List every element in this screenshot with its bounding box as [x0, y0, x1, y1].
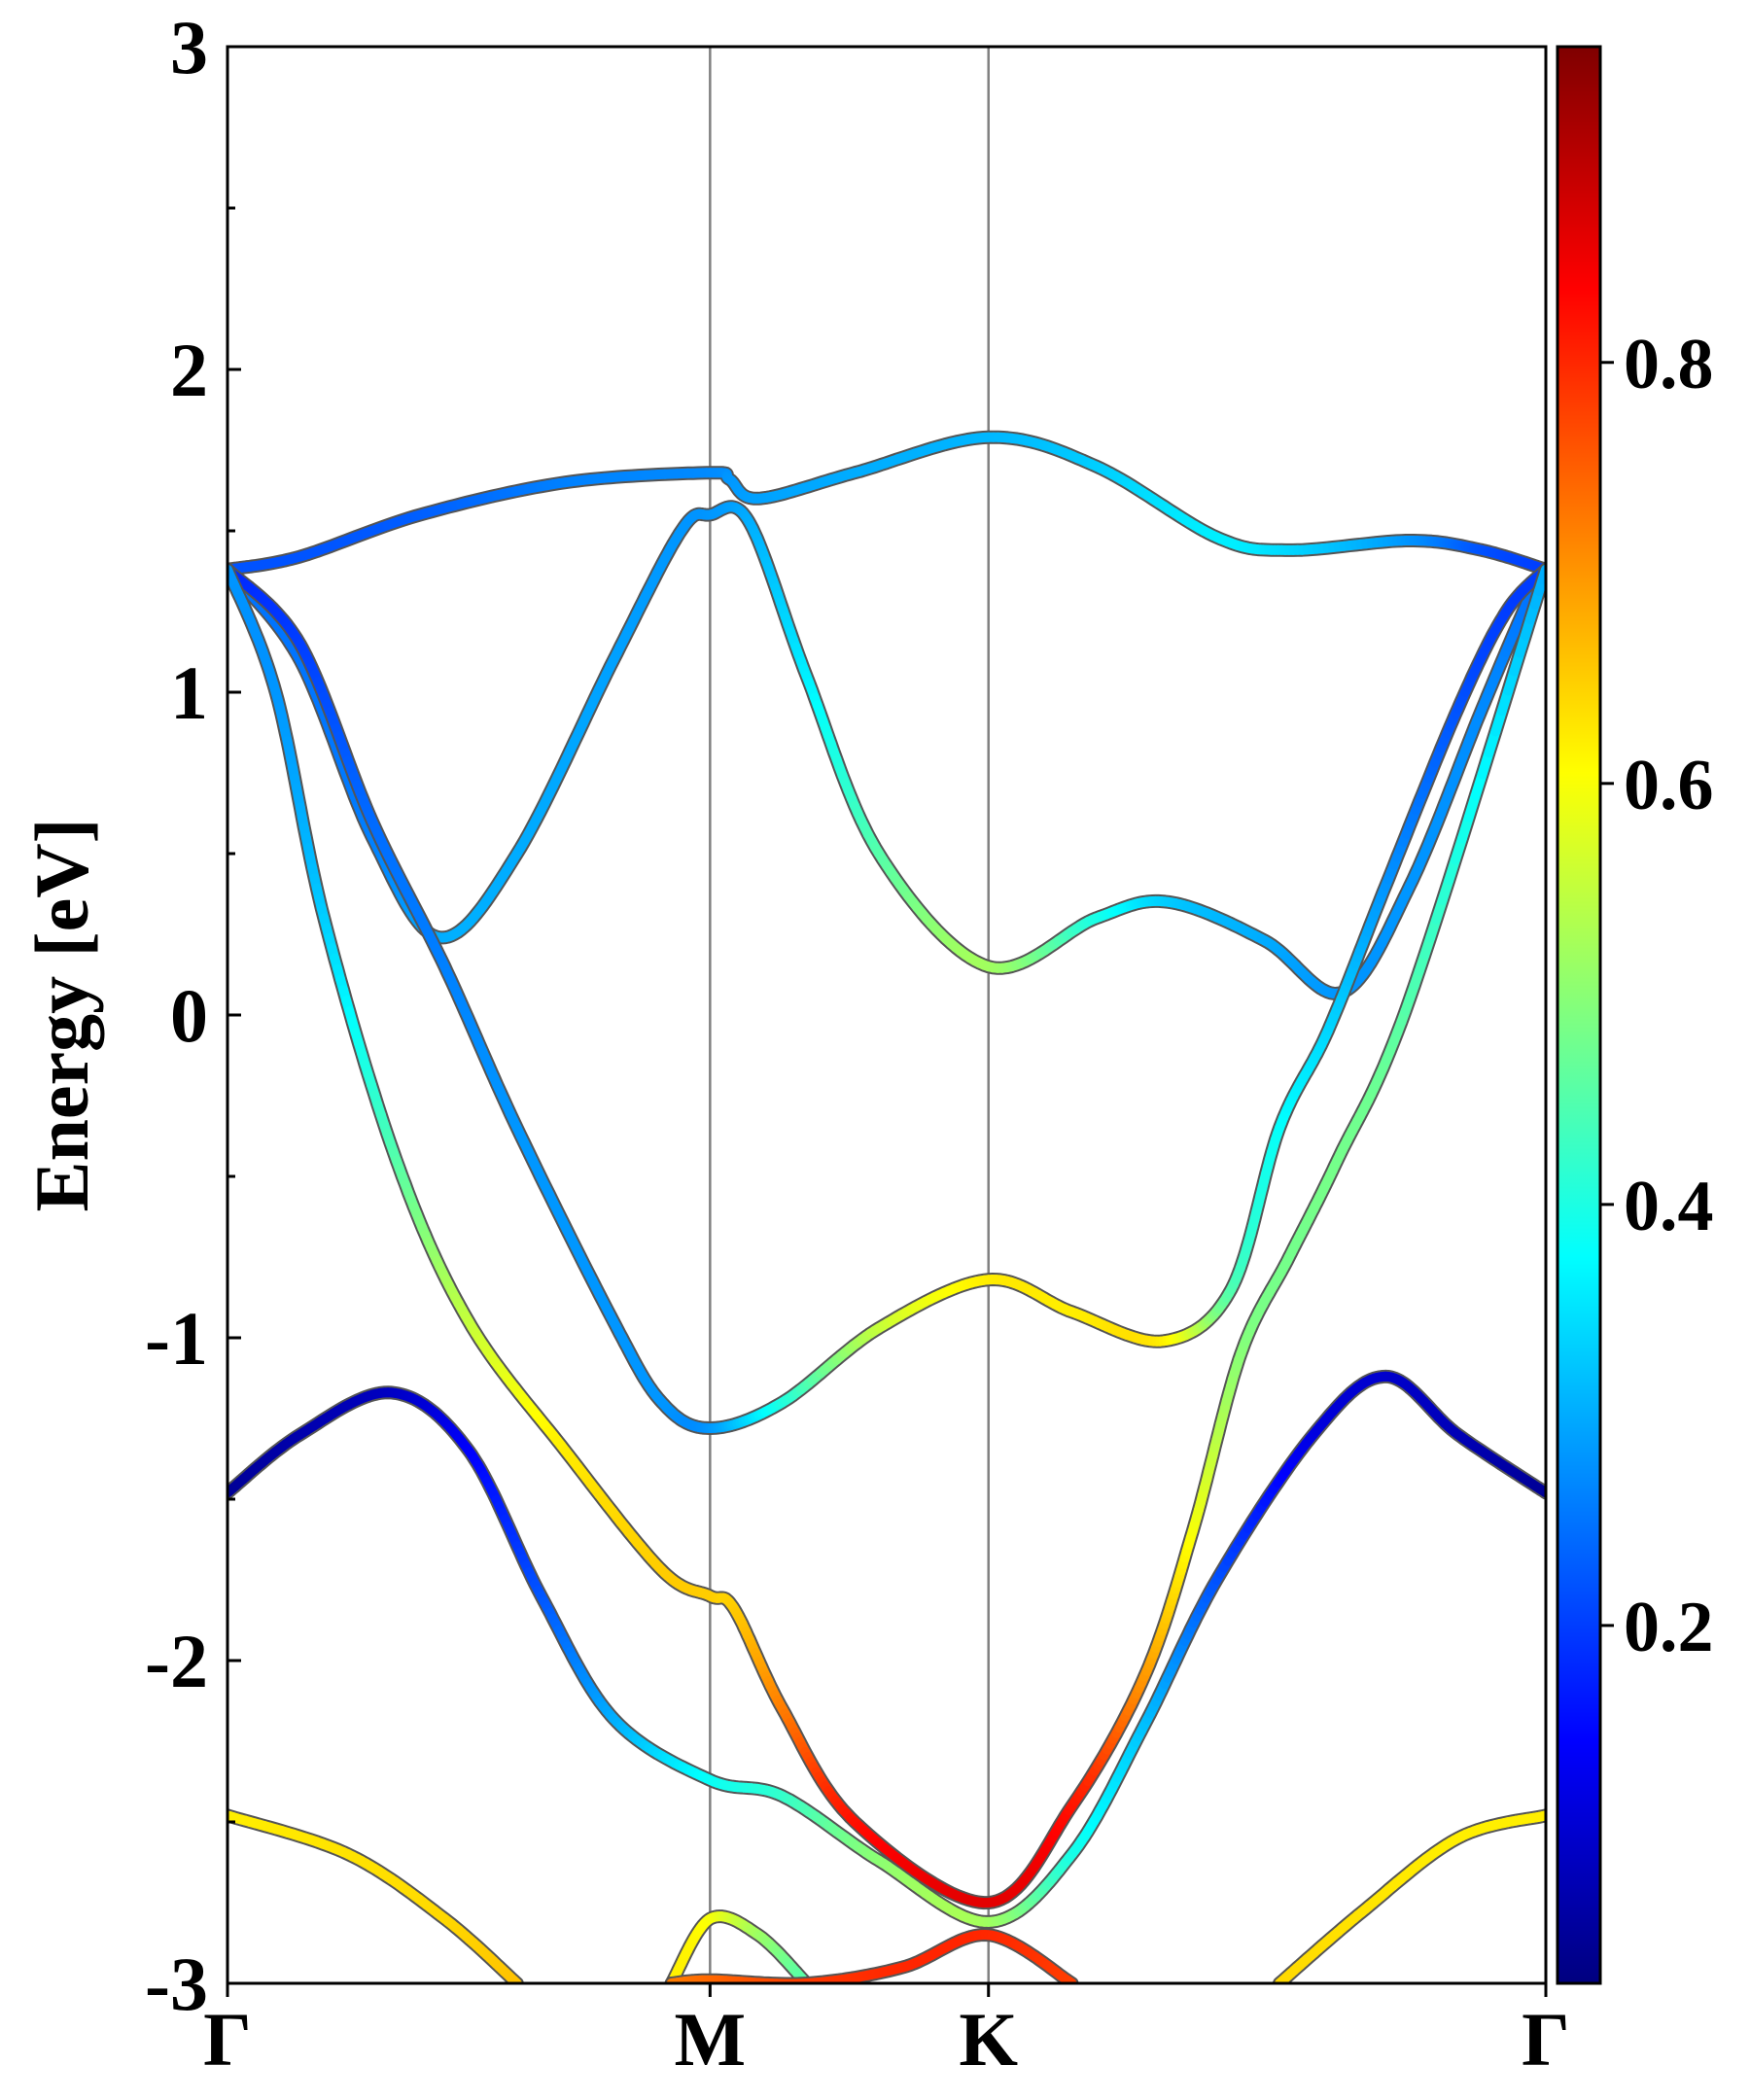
y-axis-label: Energy [eV] — [19, 818, 104, 1211]
x-tick-label: Γ — [203, 1997, 252, 2082]
band-outline — [228, 1369, 1546, 1929]
colorbar-tick-label: 0.6 — [1624, 746, 1714, 825]
band-outline — [228, 562, 1546, 1435]
y-axis-ticks: 3 2 1 0 -1 -2 -3 — [145, 5, 241, 2026]
bands — [228, 430, 1546, 1983]
colorbar-tick-label: 0.8 — [1624, 325, 1714, 404]
band-4 — [228, 562, 1546, 1910]
x-tick-label: Γ — [1522, 1997, 1570, 2082]
x-tick-label: K — [959, 1997, 1018, 2082]
y-tick-label: -2 — [145, 1619, 208, 1703]
x-tick-label: M — [675, 1997, 747, 2082]
y-tick-label: 0 — [170, 973, 208, 1058]
band-outline — [228, 1808, 524, 1983]
band-low-k — [664, 1928, 1079, 1983]
y-tick-label: 2 — [170, 328, 208, 412]
band-top — [228, 430, 1546, 577]
y-tick-label: -3 — [145, 1942, 208, 2026]
band-3 — [228, 562, 1546, 1435]
band-low-left — [228, 1808, 524, 1983]
plot-frame — [226, 45, 1548, 1985]
colorbar-gradient — [1556, 45, 1602, 1985]
y-tick-label: 3 — [170, 5, 208, 89]
y-tick-label: 1 — [170, 650, 208, 735]
colorbar-ticks: 0.8 0.6 0.4 0.2 — [1600, 325, 1714, 1667]
colorbar-tick-label: 0.4 — [1624, 1167, 1714, 1246]
y-tick-label: -1 — [145, 1296, 208, 1381]
colorbar — [1556, 45, 1602, 1985]
band-5 — [228, 1369, 1546, 1929]
band-low-right — [1273, 1808, 1546, 1983]
high-symmetry-lines — [709, 47, 990, 1983]
band-low-m — [664, 1909, 814, 1983]
band-outline — [1273, 1808, 1546, 1983]
colorbar-tick-label: 0.2 — [1624, 1588, 1714, 1667]
